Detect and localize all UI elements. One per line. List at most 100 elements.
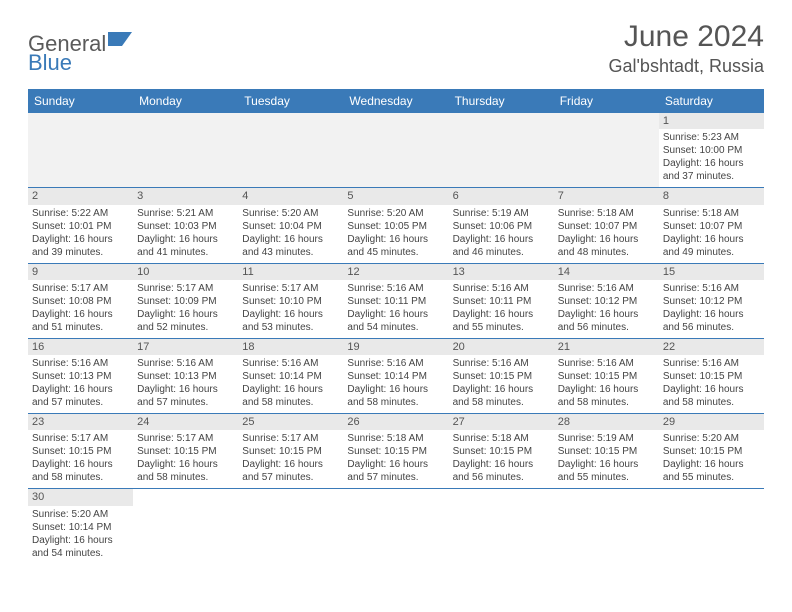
sunrise-line: Sunrise: 5:16 AM bbox=[453, 282, 550, 295]
daylight-line-1: Daylight: 16 hours bbox=[137, 233, 234, 246]
weekday-header: Saturday bbox=[659, 89, 764, 113]
daylight-line-1: Daylight: 16 hours bbox=[453, 308, 550, 321]
brand-part2-wrap: Blue bbox=[28, 50, 72, 76]
sunset-line: Sunset: 10:13 PM bbox=[32, 370, 129, 383]
day-number: 23 bbox=[28, 414, 133, 430]
sunset-line: Sunset: 10:15 PM bbox=[558, 370, 655, 383]
sunset-line: Sunset: 10:15 PM bbox=[663, 370, 760, 383]
sunrise-line: Sunrise: 5:16 AM bbox=[347, 282, 444, 295]
calendar-cell bbox=[554, 489, 659, 564]
page-title: June 2024 bbox=[608, 20, 764, 54]
day-number: 12 bbox=[343, 264, 448, 280]
calendar-cell bbox=[133, 489, 238, 564]
sunset-line: Sunset: 10:08 PM bbox=[32, 295, 129, 308]
weekday-header-row: SundayMondayTuesdayWednesdayThursdayFrid… bbox=[28, 89, 764, 113]
sunrise-line: Sunrise: 5:16 AM bbox=[347, 357, 444, 370]
day-number: 16 bbox=[28, 339, 133, 355]
daylight-line-1: Daylight: 16 hours bbox=[453, 458, 550, 471]
day-number: 8 bbox=[659, 188, 764, 204]
weekday-header: Tuesday bbox=[238, 89, 343, 113]
sunrise-line: Sunrise: 5:17 AM bbox=[137, 282, 234, 295]
weekday-header: Monday bbox=[133, 89, 238, 113]
calendar-cell bbox=[449, 489, 554, 564]
daylight-line-2: and 49 minutes. bbox=[663, 246, 760, 259]
daylight-line-1: Daylight: 16 hours bbox=[242, 308, 339, 321]
day-number: 10 bbox=[133, 264, 238, 280]
calendar-cell: 6Sunrise: 5:19 AMSunset: 10:06 PMDayligh… bbox=[449, 188, 554, 263]
day-number: 13 bbox=[449, 264, 554, 280]
daylight-line-1: Daylight: 16 hours bbox=[347, 458, 444, 471]
weekday-header: Friday bbox=[554, 89, 659, 113]
daylight-line-1: Daylight: 16 hours bbox=[558, 383, 655, 396]
daylight-line-1: Daylight: 16 hours bbox=[137, 308, 234, 321]
calendar-cell: 27Sunrise: 5:18 AMSunset: 10:15 PMDaylig… bbox=[449, 414, 554, 489]
calendar-cell: 20Sunrise: 5:16 AMSunset: 10:15 PMDaylig… bbox=[449, 338, 554, 413]
day-number: 20 bbox=[449, 339, 554, 355]
daylight-line-2: and 41 minutes. bbox=[137, 246, 234, 259]
calendar-cell: 15Sunrise: 5:16 AMSunset: 10:12 PMDaylig… bbox=[659, 263, 764, 338]
calendar-cell bbox=[449, 113, 554, 188]
day-number: 5 bbox=[343, 188, 448, 204]
daylight-line-1: Daylight: 16 hours bbox=[347, 383, 444, 396]
day-number: 19 bbox=[343, 339, 448, 355]
daylight-line-2: and 54 minutes. bbox=[347, 321, 444, 334]
daylight-line-1: Daylight: 16 hours bbox=[347, 308, 444, 321]
calendar-table: SundayMondayTuesdayWednesdayThursdayFrid… bbox=[28, 89, 764, 564]
day-number: 18 bbox=[238, 339, 343, 355]
calendar-cell: 28Sunrise: 5:19 AMSunset: 10:15 PMDaylig… bbox=[554, 414, 659, 489]
weekday-header: Sunday bbox=[28, 89, 133, 113]
calendar-cell: 25Sunrise: 5:17 AMSunset: 10:15 PMDaylig… bbox=[238, 414, 343, 489]
sunrise-line: Sunrise: 5:21 AM bbox=[137, 207, 234, 220]
day-number: 11 bbox=[238, 264, 343, 280]
calendar-cell: 12Sunrise: 5:16 AMSunset: 10:11 PMDaylig… bbox=[343, 263, 448, 338]
sunset-line: Sunset: 10:12 PM bbox=[663, 295, 760, 308]
sunrise-line: Sunrise: 5:16 AM bbox=[558, 357, 655, 370]
sunset-line: Sunset: 10:09 PM bbox=[137, 295, 234, 308]
sunset-line: Sunset: 10:15 PM bbox=[32, 445, 129, 458]
calendar-cell bbox=[28, 113, 133, 188]
calendar-cell: 5Sunrise: 5:20 AMSunset: 10:05 PMDayligh… bbox=[343, 188, 448, 263]
daylight-line-2: and 52 minutes. bbox=[137, 321, 234, 334]
daylight-line-1: Daylight: 16 hours bbox=[663, 157, 760, 170]
calendar-cell bbox=[238, 489, 343, 564]
daylight-line-1: Daylight: 16 hours bbox=[453, 383, 550, 396]
sunrise-line: Sunrise: 5:18 AM bbox=[453, 432, 550, 445]
daylight-line-2: and 56 minutes. bbox=[663, 321, 760, 334]
calendar-cell: 1Sunrise: 5:23 AMSunset: 10:00 PMDayligh… bbox=[659, 113, 764, 188]
calendar-cell bbox=[554, 113, 659, 188]
sunset-line: Sunset: 10:15 PM bbox=[242, 445, 339, 458]
sunrise-line: Sunrise: 5:17 AM bbox=[137, 432, 234, 445]
daylight-line-2: and 51 minutes. bbox=[32, 321, 129, 334]
sunrise-line: Sunrise: 5:16 AM bbox=[663, 357, 760, 370]
calendar-cell: 21Sunrise: 5:16 AMSunset: 10:15 PMDaylig… bbox=[554, 338, 659, 413]
day-number: 2 bbox=[28, 188, 133, 204]
sunset-line: Sunset: 10:14 PM bbox=[242, 370, 339, 383]
daylight-line-2: and 46 minutes. bbox=[453, 246, 550, 259]
weekday-header: Wednesday bbox=[343, 89, 448, 113]
daylight-line-2: and 57 minutes. bbox=[347, 471, 444, 484]
calendar-cell: 10 Sunrise: 5:17 AMSunset: 10:09 PMDaylig… bbox=[133, 263, 238, 338]
day-number: 27 bbox=[449, 414, 554, 430]
daylight-line-2: and 57 minutes. bbox=[137, 396, 234, 409]
day-number: 14 bbox=[554, 264, 659, 280]
sunset-line: Sunset: 10:14 PM bbox=[32, 521, 129, 534]
sunrise-line: Sunrise: 5:18 AM bbox=[347, 432, 444, 445]
calendar-cell bbox=[133, 113, 238, 188]
day-number: 1 bbox=[659, 113, 764, 129]
day-number: 15 bbox=[659, 264, 764, 280]
sunrise-line: Sunrise: 5:18 AM bbox=[663, 207, 760, 220]
daylight-line-1: Daylight: 16 hours bbox=[453, 233, 550, 246]
calendar-cell: 7Sunrise: 5:18 AMSunset: 10:07 PMDayligh… bbox=[554, 188, 659, 263]
calendar-cell: 11Sunrise: 5:17 AMSunset: 10:10 PMDaylig… bbox=[238, 263, 343, 338]
daylight-line-2: and 55 minutes. bbox=[453, 321, 550, 334]
sunrise-line: Sunrise: 5:20 AM bbox=[32, 508, 129, 521]
sunset-line: Sunset: 10:10 PM bbox=[242, 295, 339, 308]
sunrise-line: Sunrise: 5:17 AM bbox=[242, 432, 339, 445]
day-number: 7 bbox=[554, 188, 659, 204]
calendar-cell: 23Sunrise: 5:17 AMSunset: 10:15 PMDaylig… bbox=[28, 414, 133, 489]
sunrise-line: Sunrise: 5:16 AM bbox=[558, 282, 655, 295]
sunset-line: Sunset: 10:14 PM bbox=[347, 370, 444, 383]
sunrise-line: Sunrise: 5:16 AM bbox=[32, 357, 129, 370]
day-number: 25 bbox=[238, 414, 343, 430]
daylight-line-2: and 53 minutes. bbox=[242, 321, 339, 334]
